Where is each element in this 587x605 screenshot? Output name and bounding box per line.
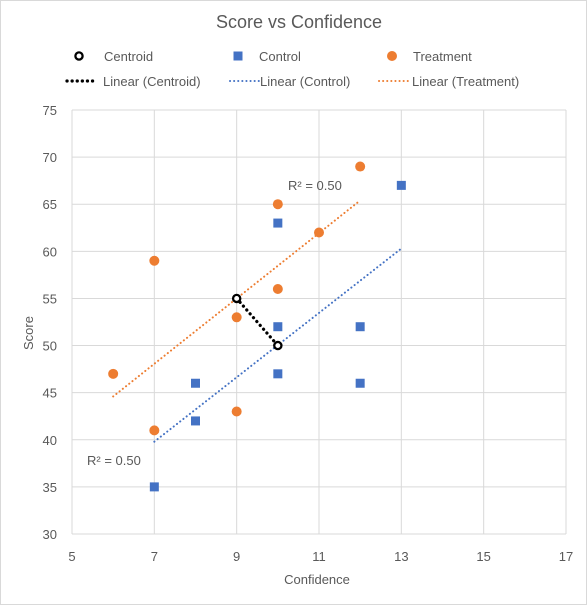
- control-point: [191, 416, 200, 426]
- x-axis-label: Confidence: [284, 572, 350, 587]
- treatment-point: [149, 255, 160, 266]
- y-tick-label: 60: [43, 244, 57, 259]
- legend-trend-label: Linear (Treatment): [412, 74, 519, 89]
- y-tick-label: 50: [43, 339, 57, 354]
- control-point: [273, 369, 283, 379]
- control-point: [191, 378, 200, 388]
- chart-title: Score vs Confidence: [216, 12, 382, 32]
- legend-label-centroid: Centroid: [104, 49, 153, 64]
- y-tick-label: 40: [43, 433, 57, 448]
- control-point: [355, 378, 365, 388]
- treatment-point: [272, 284, 283, 295]
- x-tick-label: 13: [394, 549, 408, 564]
- control-point: [396, 180, 406, 190]
- x-tick-label: 9: [233, 549, 240, 564]
- centroid-point: [273, 340, 283, 351]
- y-tick-label: 75: [43, 103, 57, 118]
- data-points: [108, 161, 406, 492]
- treatment-point: [149, 425, 160, 436]
- legend-marker-control: [233, 51, 243, 61]
- gridlines: [71, 109, 567, 535]
- legend-marker-treatment: [387, 51, 397, 61]
- control-point: [273, 218, 283, 228]
- control-point: [149, 482, 159, 492]
- y-tick-label: 45: [43, 386, 57, 401]
- treatment-point: [231, 312, 242, 323]
- treatment-point: [355, 161, 366, 172]
- r2-label: R² = 0.50: [87, 453, 141, 468]
- y-tick-label: 65: [43, 197, 57, 212]
- y-tick-label: 35: [43, 480, 57, 495]
- x-tick-label: 15: [476, 549, 490, 564]
- legend-label-treatment: Treatment: [413, 49, 472, 64]
- r2-label: R² = 0.50: [288, 178, 342, 193]
- legend-trend-label: Linear (Control): [260, 74, 350, 89]
- x-tick-label: 17: [559, 549, 573, 564]
- r2-labels: R² = 0.50 R² = 0.50: [87, 178, 342, 468]
- x-tick-label: 5: [68, 549, 75, 564]
- y-axis-label: Score: [21, 316, 36, 350]
- centroid-point: [231, 293, 242, 304]
- trendline: [235, 296, 280, 348]
- legend-trend-label: Linear (Centroid): [103, 74, 201, 89]
- y-tick-label: 30: [43, 527, 57, 542]
- control-point: [273, 322, 283, 332]
- treatment-point: [272, 199, 283, 210]
- x-tick-label: 11: [312, 549, 326, 564]
- legend: Centroid Control Treatment Linear (Centroid…: [65, 49, 519, 89]
- y-axis-ticks: 30 35 40 45 50 55 60 65 70 75: [43, 103, 57, 542]
- legend-marker-centroid: [74, 51, 84, 61]
- legend-label-control: Control: [259, 49, 301, 64]
- trendlines: [112, 199, 403, 443]
- x-tick-label: 7: [151, 549, 158, 564]
- control-point: [355, 322, 365, 332]
- treatment-point: [314, 227, 324, 238]
- x-axis-ticks: 5 7 9 11 13 15 17: [68, 549, 573, 564]
- y-tick-label: 55: [43, 291, 57, 306]
- treatment-point: [231, 406, 242, 417]
- y-tick-label: 70: [43, 150, 57, 165]
- treatment-point: [108, 368, 119, 379]
